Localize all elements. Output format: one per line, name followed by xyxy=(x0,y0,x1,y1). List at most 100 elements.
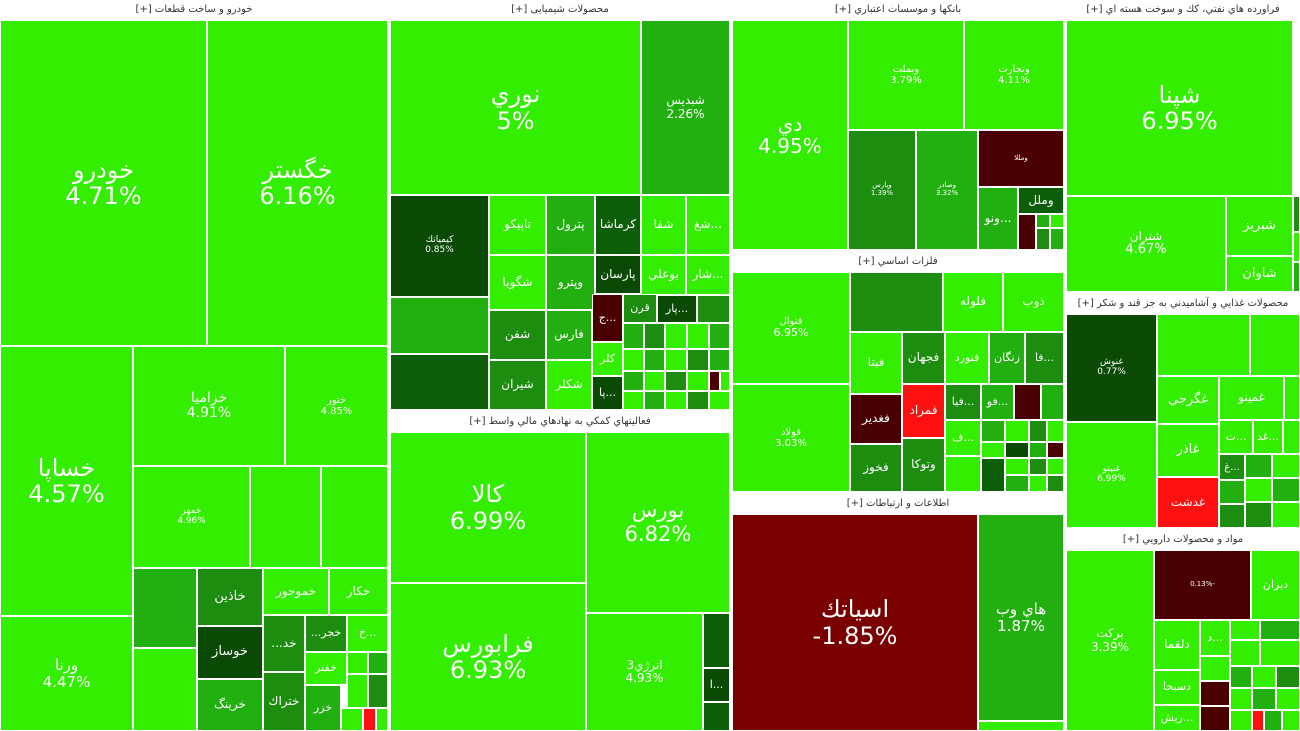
tile-fajahan[interactable]: فجهان xyxy=(902,332,945,384)
tile-tiny[interactable] xyxy=(644,391,665,410)
tile-fo[interactable]: ...فو xyxy=(981,384,1014,420)
tile-shiran[interactable]: شیران xyxy=(489,360,546,410)
tile-tiny[interactable] xyxy=(1230,620,1260,640)
tile-kh[interactable]: ...خ xyxy=(347,615,388,652)
tile-tiny[interactable] xyxy=(703,702,730,731)
tile-tiny[interactable] xyxy=(1282,710,1300,731)
tile-small[interactable] xyxy=(321,466,388,568)
tile-tiny[interactable] xyxy=(1200,681,1230,706)
tile-tiny[interactable] xyxy=(341,708,363,731)
tile-petrol[interactable]: پترول xyxy=(546,195,595,255)
tile-noori[interactable]: نوري 5% xyxy=(390,20,641,195)
tile-tiny[interactable] xyxy=(623,391,644,410)
tile-tiny[interactable] xyxy=(644,323,665,349)
tile-tiny[interactable] xyxy=(703,613,730,668)
tile-fakhooz[interactable]: فخوز xyxy=(850,444,902,492)
tile-tiny[interactable] xyxy=(1047,442,1064,458)
tile-tiny[interactable] xyxy=(347,652,368,674)
tile-zangan[interactable]: زنگان xyxy=(989,332,1025,384)
tile-tiny[interactable] xyxy=(1219,480,1245,504)
tile-tiny[interactable] xyxy=(1252,688,1276,710)
tile-par[interactable]: ...پار xyxy=(657,295,697,323)
tile-tiny[interactable] xyxy=(665,349,687,371)
tile-ghad[interactable]: ...غد xyxy=(1253,420,1283,454)
tile-tiny[interactable] xyxy=(1264,710,1282,731)
tile-khkar[interactable]: خکار xyxy=(329,568,388,615)
tile-tiny[interactable] xyxy=(1230,688,1252,710)
tile-ghmino[interactable]: غمینو xyxy=(1219,376,1284,420)
tile-tiny[interactable] xyxy=(981,458,1005,492)
tile-tiny[interactable] xyxy=(1245,502,1272,528)
tile-tiny[interactable] xyxy=(687,323,709,349)
tile-tiny[interactable] xyxy=(978,721,1064,731)
tile-farabourse[interactable]: فرابورس 6.93% xyxy=(390,583,586,731)
tile-shafan[interactable]: شفن xyxy=(489,310,546,360)
tile-finta[interactable]: فيتا xyxy=(850,332,902,394)
tile-tiny[interactable] xyxy=(1245,454,1272,478)
tile-tiny[interactable] xyxy=(1047,420,1064,442)
tile-tiny[interactable] xyxy=(1260,640,1300,666)
tile-tiny[interactable] xyxy=(1272,454,1300,478)
tile-ghdasht[interactable]: غدشت xyxy=(1157,477,1219,528)
tile-vmella[interactable]: ومللا xyxy=(978,130,1064,187)
tile-tiny[interactable] xyxy=(1036,214,1050,228)
tile-tiny[interactable] xyxy=(1200,656,1230,681)
tile-tiny[interactable] xyxy=(1157,314,1250,376)
tile-tiny[interactable] xyxy=(1230,710,1252,731)
tile-tiny[interactable] xyxy=(709,349,730,371)
tile-bourse[interactable]: بورس 6.82% xyxy=(586,432,730,613)
tile-tiny[interactable] xyxy=(1050,228,1064,250)
tile-tiny[interactable] xyxy=(1230,640,1260,666)
tile-tiny[interactable] xyxy=(1029,475,1047,492)
tile-dsobha[interactable]: دسبحا xyxy=(1154,670,1200,705)
tile-tiny[interactable] xyxy=(1276,688,1300,710)
tile-tiny[interactable] xyxy=(1219,504,1245,528)
tile-tapiko[interactable]: تاپیکو xyxy=(489,195,546,255)
tile-tiny[interactable] xyxy=(945,456,981,492)
tile-tiny[interactable] xyxy=(1272,478,1300,502)
tile-kala[interactable]: کالا 6.99% xyxy=(390,432,586,583)
tile-tiny[interactable] xyxy=(1029,458,1047,475)
tile-tiny[interactable] xyxy=(1260,620,1300,640)
sector-header[interactable]: اطلاعات و ارتباطات [+] xyxy=(732,494,1064,514)
tile-diran[interactable]: ديران xyxy=(1251,550,1300,620)
tile-kermasha[interactable]: کرماشا xyxy=(595,195,641,255)
tile-tiny[interactable] xyxy=(1283,420,1300,454)
tile-kimiatek[interactable]: کیمیاتك 0.85% xyxy=(390,195,489,297)
tile-tiny[interactable] xyxy=(376,708,388,731)
tile-khad[interactable]: خد... xyxy=(263,615,305,672)
tile-tiny[interactable] xyxy=(347,674,368,708)
tile-small[interactable] xyxy=(133,568,197,648)
tile-tiny[interactable] xyxy=(1230,666,1252,688)
tile-tiny[interactable] xyxy=(1252,666,1276,688)
tile-a[interactable]: ...ا xyxy=(703,668,730,702)
tile-tiny[interactable] xyxy=(1250,314,1300,376)
tile-t[interactable]: ...ت xyxy=(1219,420,1253,454)
tile-day[interactable]: دي 4.95% xyxy=(732,20,848,250)
tile-dalghama[interactable]: دلقما xyxy=(1154,620,1200,670)
tile-zob[interactable]: ذوب xyxy=(1003,272,1064,332)
tile-small[interactable] xyxy=(390,297,489,354)
tile-tiny[interactable] xyxy=(687,371,709,391)
tile-khazin[interactable]: خاذین xyxy=(197,568,263,626)
tile-ghazar[interactable]: غاذر xyxy=(1157,424,1219,477)
tile-tiny[interactable] xyxy=(687,391,709,410)
sector-header[interactable]: محصولات غذايي و آشاميدني به جز قند و شكر… xyxy=(1066,294,1300,314)
sector-header[interactable]: خودرو و ساخت قطعات [+] xyxy=(0,0,388,20)
tile-barekat[interactable]: برکت 3.39% xyxy=(1066,550,1154,731)
tile-shepna[interactable]: شپنا 6.95% xyxy=(1066,20,1293,196)
tile-fa[interactable]: ...فا xyxy=(1025,332,1064,384)
tile-tiny[interactable] xyxy=(623,323,644,349)
tile-faghadir[interactable]: فغدير xyxy=(850,394,902,444)
sector-header[interactable]: فراورده هاي نفتي، کك و سوخت هسته اي [+] xyxy=(1066,0,1300,20)
tile-tiny[interactable] xyxy=(1029,420,1047,442)
tile-shavan[interactable]: شاوان xyxy=(1226,256,1293,292)
tile-khsapa[interactable]: خساپا 4.57% xyxy=(0,346,133,616)
sector-header[interactable]: بانکها و موسسات اعتباري [+] xyxy=(732,0,1064,20)
sector-header[interactable]: فعالیتهاي کمکي به نهادهاي مالي واسط [+] xyxy=(390,412,730,432)
tile-tiny[interactable] xyxy=(1284,376,1300,420)
tile-tiny[interactable] xyxy=(709,371,720,391)
tile-ghanoosh[interactable]: غنوش 0.77% xyxy=(1066,314,1157,422)
tile-fars[interactable]: فارس xyxy=(546,310,592,360)
tile-vpars[interactable]: وپارس 1.39% xyxy=(848,130,916,250)
